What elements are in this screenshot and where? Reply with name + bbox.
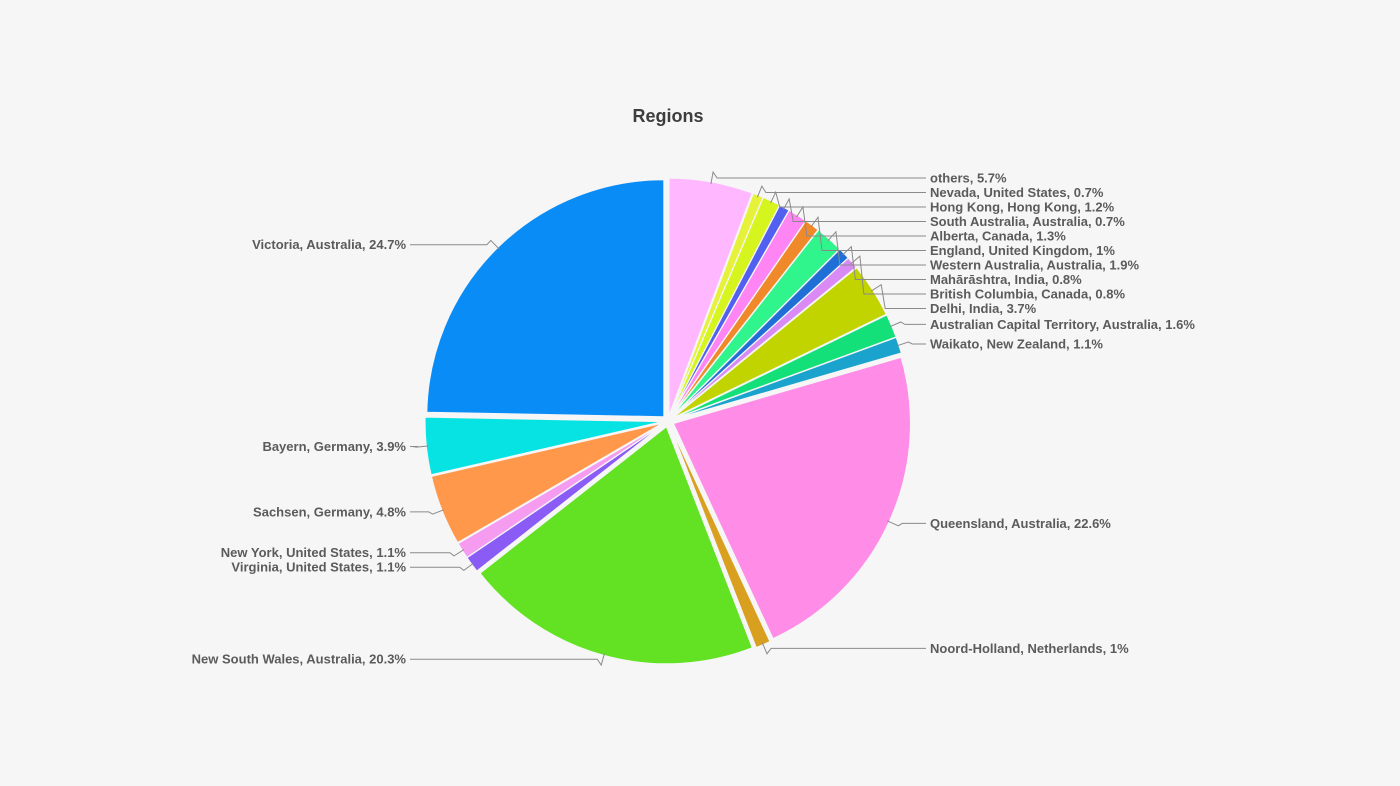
leader-line-england-united-kingdom (810, 215, 926, 251)
leader-line-hong-kong-hong-kong (770, 190, 926, 208)
leader-line-british-columbia-canada (850, 255, 926, 295)
leader-line-queensland-australia (887, 520, 926, 527)
slice-label-nevada-united-states: Nevada, United States, 0.7% (930, 185, 1104, 200)
slice-label-western-australia-australia: Western Australia, Australia, 1.9% (930, 258, 1139, 273)
leader-line-noord-holland-netherlands (761, 642, 926, 655)
pie-slice-victoria-australia[interactable] (426, 179, 665, 418)
slice-label-bayern-germany: Bayern, Germany, 3.9% (262, 439, 406, 454)
slice-label-british-columbia-canada: British Columbia, Canada, 0.8% (930, 287, 1125, 302)
slice-label-australian-capital-territory-australia: Australian Capital Territory, Australia,… (930, 317, 1195, 332)
slice-label-virginia-united-states: Virginia, United States, 1.1% (231, 560, 406, 575)
leader-line-others (710, 170, 926, 184)
chart-title: Regions (632, 106, 703, 126)
labels-layer: others, 5.7%Nevada, United States, 0.7%H… (192, 171, 1196, 667)
leader-line-australian-capital-territory-australia (889, 321, 926, 328)
slice-label-hong-kong-hong-kong: Hong Kong, Hong Kong, 1.2% (930, 200, 1115, 215)
slice-label-noord-holland-netherlands: Noord-Holland, Netherlands, 1% (930, 641, 1129, 656)
leader-line-south-australia-australia (782, 197, 926, 222)
leader-line-western-australia-australia (827, 230, 926, 266)
leader-line-victoria-australia (410, 239, 500, 250)
leader-line-new-south-wales-australia (410, 653, 605, 667)
slice-label-queensland-australia: Queensland, Australia, 22.6% (930, 516, 1111, 531)
slice-label-new-south-wales-australia: New South Wales, Australia, 20.3% (192, 652, 407, 667)
slice-label-england-united-kingdom: England, United Kingdom, 1% (930, 243, 1115, 258)
leader-line-delhi-india (870, 283, 926, 309)
leader-line-new-york-united-states (410, 549, 465, 557)
slice-label-south-australia-australia: South Australia, Australia, 0.7% (930, 214, 1125, 229)
leader-line-nevada-united-states (756, 184, 926, 198)
slice-label-victoria-australia: Victoria, Australia, 24.7% (252, 237, 406, 252)
slice-label-waikato-new-zealand: Waikato, New Zealand, 1.1% (930, 336, 1103, 351)
leader-line-alberta-canada (796, 205, 926, 237)
slice-label-sachsen-germany: Sachsen, Germany, 4.8% (253, 504, 406, 519)
slice-label-new-york-united-states: New York, United States, 1.1% (221, 545, 407, 560)
leader-line-waikato-new-zealand (896, 341, 926, 347)
leader-line-virginia-united-states (410, 562, 474, 571)
leader-lines-layer (410, 170, 926, 667)
slices-layer (424, 177, 911, 665)
slice-label-alberta-canada: Alberta, Canada, 1.3% (930, 229, 1066, 244)
slice-label-others: others, 5.7% (930, 171, 1007, 186)
leader-line-sachsen-germany (410, 509, 445, 515)
slice-label-delhi-india: Delhi, India, 3.7% (930, 301, 1037, 316)
leader-line-maharashtra-india (842, 245, 926, 280)
leader-line-bayern-germany (410, 445, 429, 448)
slice-label-maharashtra-india: Mahārāshtra, India, 0.8% (930, 272, 1082, 287)
